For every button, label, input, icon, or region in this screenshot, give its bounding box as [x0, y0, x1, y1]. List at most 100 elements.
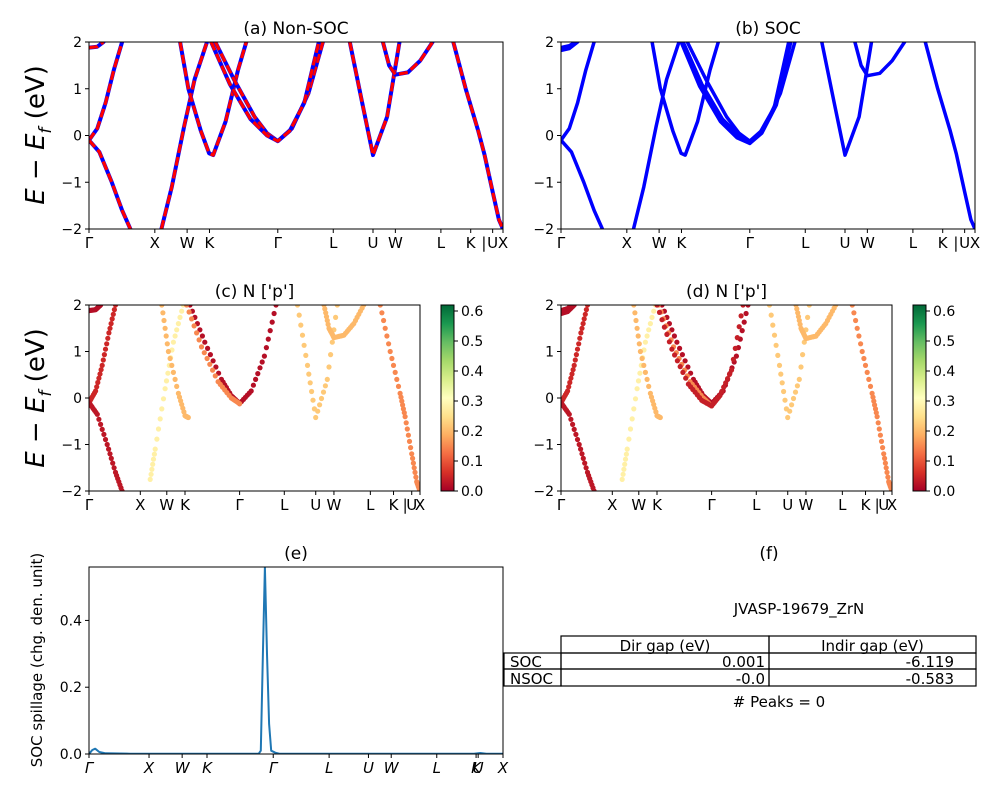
- band-point-c: [296, 312, 302, 318]
- band-point-d: [854, 325, 860, 331]
- band-point-d: [743, 310, 749, 317]
- table-cell: [768, 668, 977, 687]
- table-header-label: Indir gap (eV): [821, 637, 924, 655]
- band-point-d: [623, 451, 630, 457]
- band-point-d: [573, 352, 580, 358]
- band-point-c: [147, 476, 153, 482]
- y-tick-label-e: 0.4: [60, 613, 82, 629]
- y-tick-label-a: 0: [73, 129, 82, 145]
- band-point-c: [165, 370, 171, 376]
- band-point-d: [734, 335, 740, 341]
- band-line-overlay-a: [451, 42, 503, 229]
- colorbar-d: [912, 304, 927, 492]
- band-point-c: [299, 332, 306, 338]
- y-tick-label-b: −2: [533, 222, 554, 238]
- band-line-b: [853, 42, 907, 78]
- band-point-c: [403, 420, 409, 426]
- x-tick-label-c: K: [180, 496, 191, 514]
- band-point-c: [395, 383, 402, 389]
- table-cell-value: -0.0: [736, 670, 765, 688]
- band-point-d: [659, 317, 665, 323]
- band-point-c: [97, 371, 103, 377]
- band-point-c: [98, 367, 104, 373]
- band-point-c: [307, 380, 313, 386]
- x-tick-label-e: K: [202, 759, 213, 777]
- band-point-d: [736, 324, 742, 330]
- band-line-overlay-a: [89, 42, 105, 50]
- band-point-c: [104, 341, 110, 347]
- colorbar-c: [440, 304, 455, 492]
- band-point-c: [313, 414, 319, 421]
- band-point-d: [719, 388, 725, 394]
- band-point-d: [570, 305, 576, 308]
- y-tick-label-c: 1: [73, 345, 82, 361]
- band-point-d: [723, 380, 729, 386]
- band-point-c: [108, 455, 114, 461]
- band-point-d: [572, 357, 578, 363]
- x-tick-label-e: X: [143, 759, 155, 777]
- band-point-d: [578, 446, 584, 452]
- band-point-c: [328, 352, 334, 358]
- band-point-d: [867, 383, 874, 389]
- band-point-c: [400, 402, 406, 408]
- band-point-c: [315, 408, 321, 414]
- colorbar-tick-label-d: 0.5: [933, 334, 955, 350]
- band-point-d: [568, 416, 574, 422]
- band-point-c: [159, 406, 165, 412]
- x-tick-label-c: X: [415, 496, 425, 514]
- band-point-d: [739, 328, 745, 334]
- band-point-c: [399, 398, 405, 404]
- band-point-c: [101, 352, 107, 358]
- band-point-d: [641, 362, 647, 368]
- band-line-b: [650, 42, 721, 157]
- panel-title-b: (b) SOC: [735, 19, 801, 39]
- x-tick-label-c: L: [366, 496, 375, 514]
- x-tick-label-e: Γ: [269, 759, 279, 777]
- band-point-c: [164, 341, 170, 347]
- y-tick-label-e: 0.2: [60, 680, 82, 696]
- x-tick-label-e: L: [325, 759, 333, 777]
- x-tick-label-d: K: [652, 496, 663, 514]
- band-point-c: [255, 371, 261, 377]
- band-point-c: [379, 310, 385, 316]
- band-point-c: [94, 411, 100, 417]
- band-point-c: [387, 348, 393, 355]
- y-axis-label-e: SOC spillage (chg. den. unit): [28, 553, 46, 768]
- band-point-c: [259, 359, 265, 365]
- band-point-d: [770, 322, 776, 328]
- band-point-c: [410, 455, 416, 461]
- band-point-d: [889, 488, 892, 491]
- colorbar-tick-label-c: 0.1: [461, 454, 483, 470]
- band-point-c: [163, 333, 169, 339]
- svg-text:E − Ef (eV): E − Ef (eV): [21, 328, 56, 468]
- band-point-d: [584, 305, 591, 308]
- band-point-c: [155, 426, 162, 432]
- band-point-d: [647, 321, 654, 327]
- band-point-d: [781, 388, 787, 395]
- x-tick-label-e: U: [363, 759, 374, 777]
- band-point-c: [179, 308, 185, 314]
- band-point-d: [627, 426, 634, 432]
- band-point-c: [317, 402, 323, 408]
- band-point-c: [253, 376, 259, 382]
- band-line-b: [820, 42, 874, 157]
- band-point-d: [875, 420, 881, 426]
- band-point-c: [104, 441, 110, 448]
- y-tick-label-a: −1: [61, 175, 82, 191]
- band-point-c: [261, 353, 267, 359]
- band-point-c: [322, 383, 328, 389]
- band-point-d: [566, 384, 572, 390]
- x-tick-label-d: L: [838, 496, 847, 514]
- band-point-d: [796, 317, 802, 324]
- band-point-d: [740, 305, 746, 308]
- band-point-c: [110, 460, 116, 466]
- band-point-c: [162, 325, 168, 331]
- band-point-d: [646, 327, 652, 333]
- band-point-c: [390, 362, 397, 368]
- band-point-c: [318, 395, 325, 402]
- band-point-c: [408, 445, 414, 451]
- band-point-c: [196, 337, 202, 343]
- band-point-c: [160, 310, 166, 316]
- band-point-c: [324, 376, 330, 382]
- band-point-c: [105, 335, 111, 341]
